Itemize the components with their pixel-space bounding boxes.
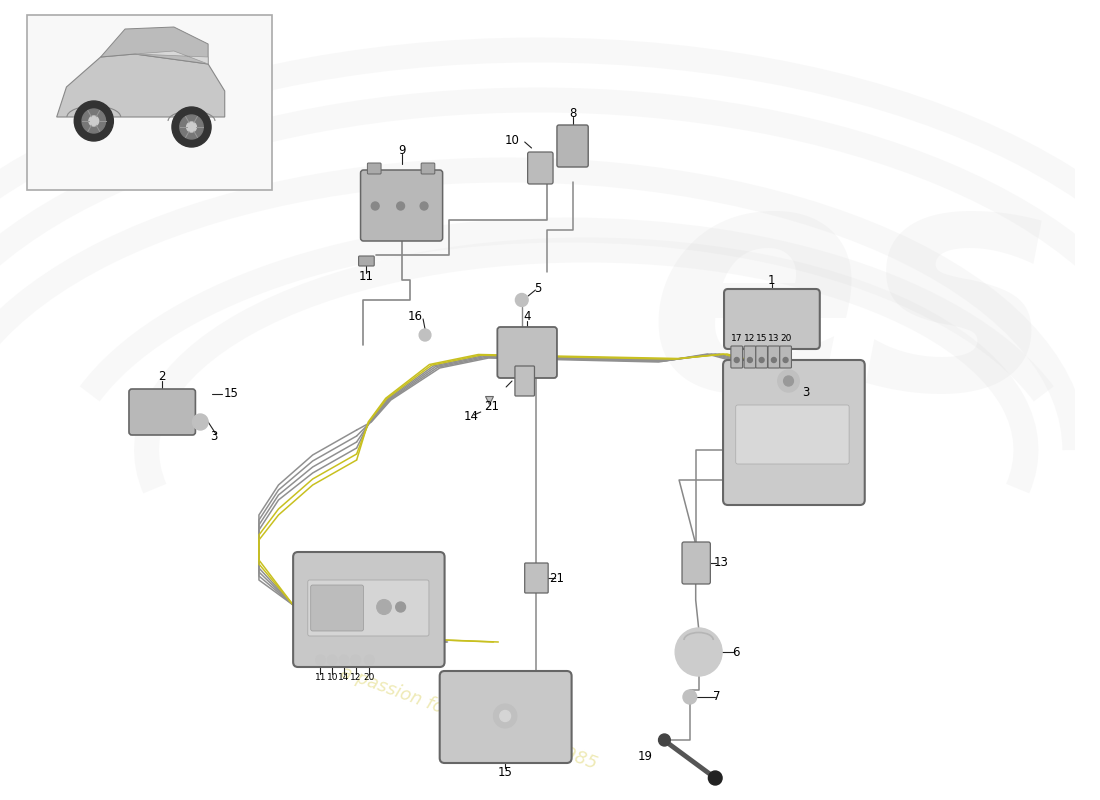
FancyBboxPatch shape <box>723 360 865 505</box>
Text: 15: 15 <box>756 334 768 343</box>
Text: 11: 11 <box>315 674 327 682</box>
Circle shape <box>396 602 406 612</box>
Circle shape <box>683 690 696 704</box>
Text: 4: 4 <box>522 310 530 323</box>
Text: 10: 10 <box>505 134 519 146</box>
Circle shape <box>172 107 211 147</box>
Circle shape <box>89 116 99 126</box>
FancyBboxPatch shape <box>361 170 442 241</box>
Text: 10: 10 <box>327 674 338 682</box>
Text: 21: 21 <box>484 401 499 414</box>
FancyBboxPatch shape <box>359 256 374 266</box>
Circle shape <box>778 370 800 392</box>
Text: a passion for parts since 1985: a passion for parts since 1985 <box>338 663 600 773</box>
Text: 14: 14 <box>463 410 478 423</box>
Circle shape <box>783 376 793 386</box>
Circle shape <box>339 655 349 665</box>
FancyBboxPatch shape <box>528 152 553 184</box>
FancyBboxPatch shape <box>293 552 444 667</box>
FancyBboxPatch shape <box>367 163 381 174</box>
Text: 13: 13 <box>714 557 728 570</box>
FancyBboxPatch shape <box>308 580 429 636</box>
FancyBboxPatch shape <box>421 163 434 174</box>
Polygon shape <box>57 54 224 117</box>
Circle shape <box>783 358 788 362</box>
Circle shape <box>420 202 428 210</box>
Polygon shape <box>100 27 208 64</box>
FancyBboxPatch shape <box>736 405 849 464</box>
Text: 20: 20 <box>364 674 375 682</box>
Text: 15: 15 <box>223 387 239 401</box>
Text: 11: 11 <box>359 270 374 283</box>
Circle shape <box>735 358 739 362</box>
Text: 6: 6 <box>732 646 739 658</box>
Text: 5: 5 <box>534 282 541 294</box>
Circle shape <box>328 655 337 665</box>
Text: 2: 2 <box>158 370 166 383</box>
Bar <box>28 15 272 190</box>
FancyBboxPatch shape <box>724 289 820 349</box>
Circle shape <box>499 710 510 722</box>
Text: 19: 19 <box>638 750 652 762</box>
FancyBboxPatch shape <box>310 585 363 631</box>
Text: 7: 7 <box>714 690 720 703</box>
Circle shape <box>187 122 197 132</box>
Circle shape <box>516 294 528 306</box>
Text: 13: 13 <box>768 334 780 343</box>
FancyBboxPatch shape <box>525 563 548 593</box>
Circle shape <box>372 202 379 210</box>
FancyBboxPatch shape <box>440 671 572 763</box>
Circle shape <box>364 655 374 665</box>
FancyBboxPatch shape <box>756 346 768 368</box>
FancyBboxPatch shape <box>129 389 196 435</box>
Circle shape <box>494 704 517 728</box>
Circle shape <box>708 771 722 785</box>
Text: 3: 3 <box>210 430 218 443</box>
FancyBboxPatch shape <box>557 125 588 167</box>
FancyBboxPatch shape <box>682 542 711 584</box>
Circle shape <box>179 115 204 139</box>
Text: 20: 20 <box>780 334 791 343</box>
Text: 14: 14 <box>339 674 350 682</box>
Text: 12: 12 <box>350 674 362 682</box>
Circle shape <box>759 358 764 362</box>
FancyBboxPatch shape <box>730 346 743 368</box>
Circle shape <box>419 329 431 341</box>
FancyBboxPatch shape <box>768 346 780 368</box>
Text: 8: 8 <box>569 106 576 119</box>
FancyBboxPatch shape <box>515 366 535 396</box>
Text: 21: 21 <box>549 571 564 585</box>
Text: 3: 3 <box>802 386 810 399</box>
FancyBboxPatch shape <box>744 346 756 368</box>
Circle shape <box>376 599 392 614</box>
FancyBboxPatch shape <box>497 327 557 378</box>
Text: 16: 16 <box>408 310 422 323</box>
Polygon shape <box>135 51 208 64</box>
Circle shape <box>75 101 113 141</box>
Text: 17: 17 <box>732 334 742 343</box>
Text: 9: 9 <box>398 143 405 157</box>
Circle shape <box>659 734 670 746</box>
Circle shape <box>351 655 361 665</box>
Circle shape <box>82 109 106 133</box>
Circle shape <box>316 655 326 665</box>
FancyBboxPatch shape <box>780 346 792 368</box>
Text: 12: 12 <box>745 334 756 343</box>
Circle shape <box>771 358 777 362</box>
Circle shape <box>748 358 752 362</box>
Circle shape <box>192 414 208 430</box>
Circle shape <box>397 202 405 210</box>
Text: 1: 1 <box>768 274 776 286</box>
Text: 15: 15 <box>497 766 513 778</box>
Circle shape <box>675 628 722 676</box>
Text: es: es <box>647 146 1054 454</box>
